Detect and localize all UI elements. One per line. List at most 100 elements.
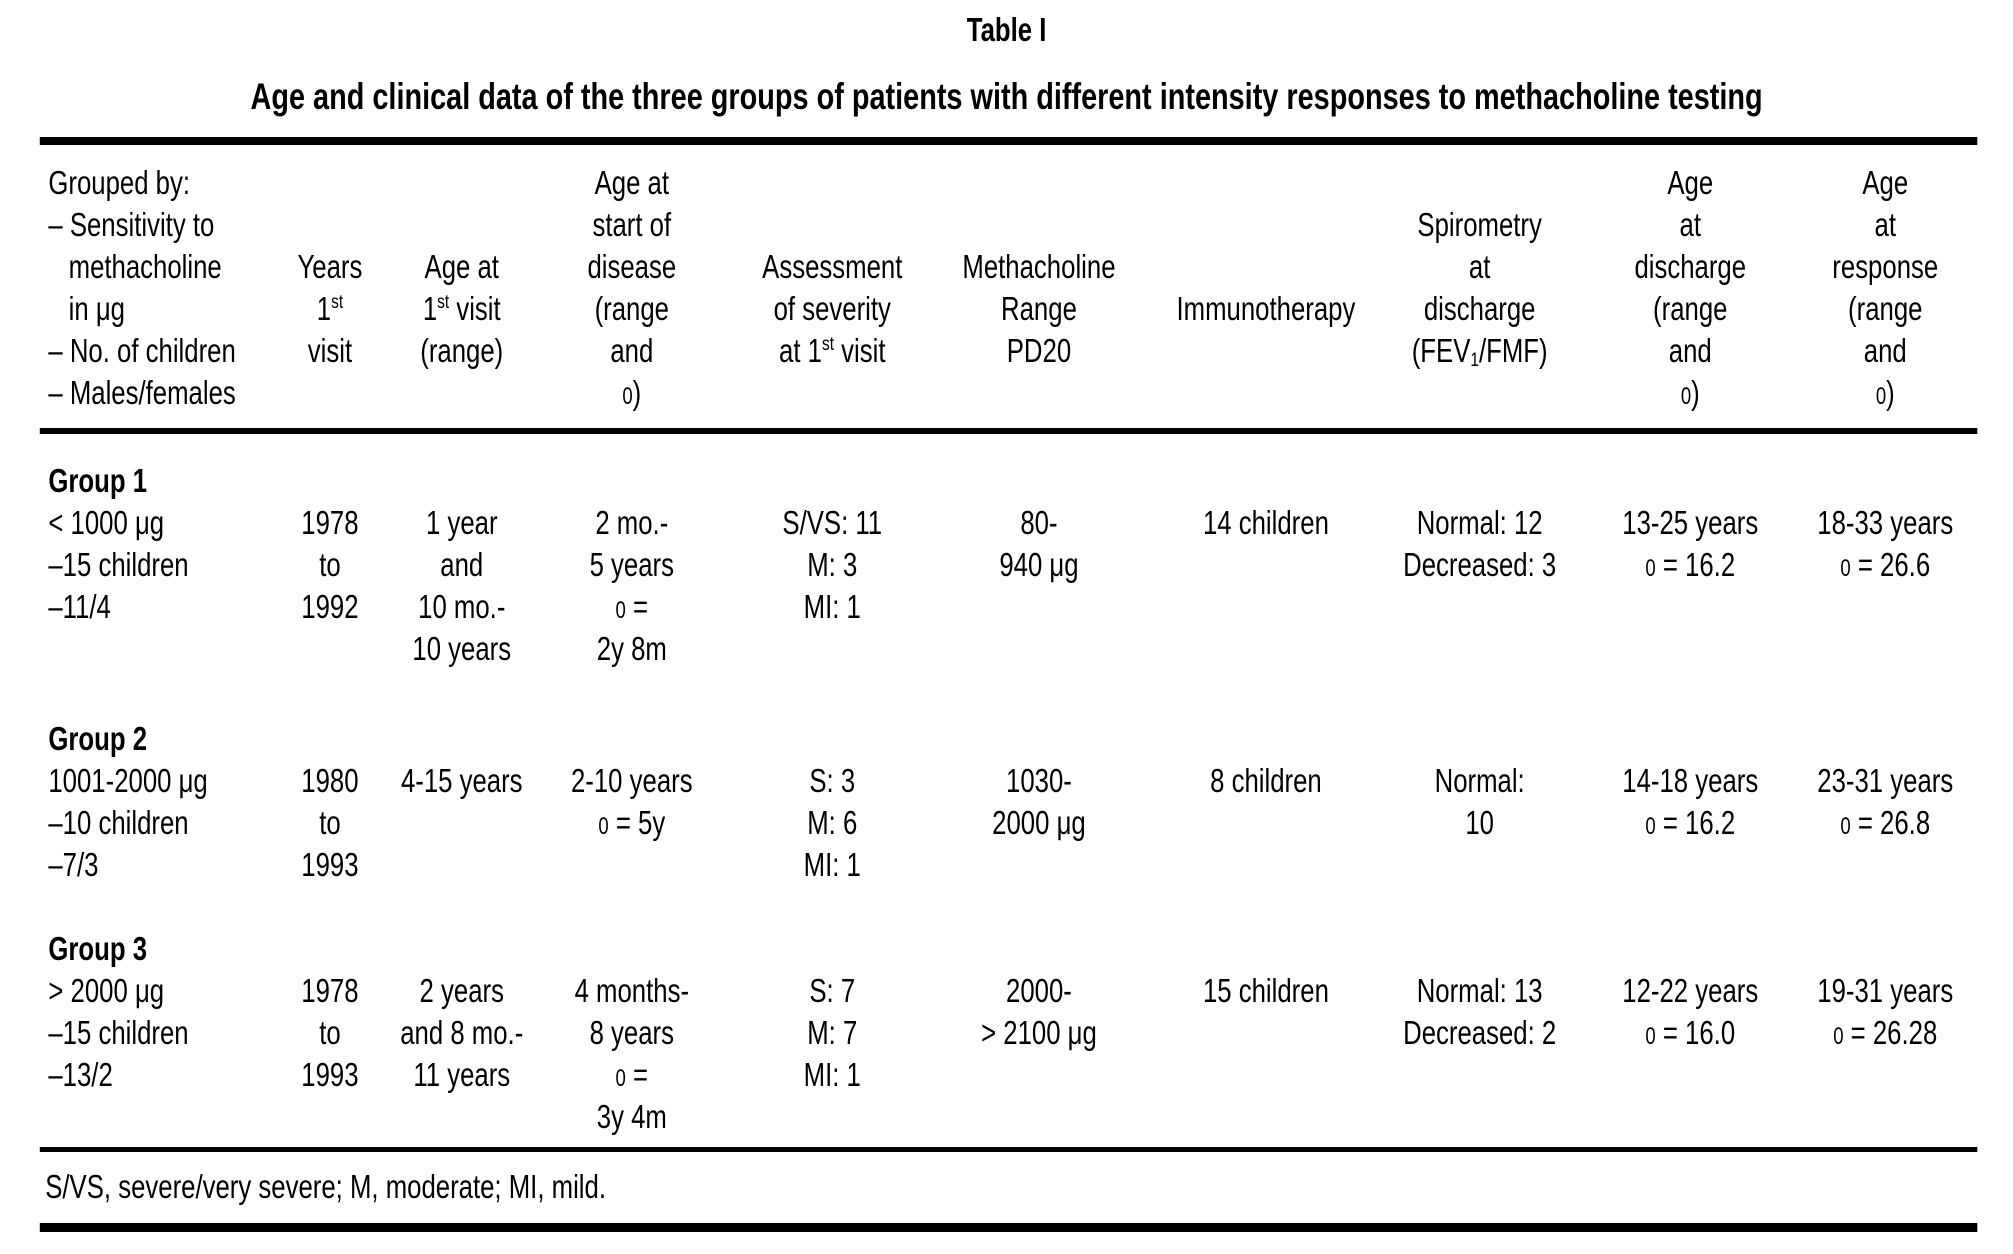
header-line: [263, 204, 397, 246]
header-line: [397, 162, 526, 204]
cell-line: 18-33 years: [1817, 504, 1954, 541]
cell-immunotherapy: 15 children: [1151, 970, 1382, 1138]
header-line: [927, 162, 1150, 204]
cell-line: –10 children: [48, 804, 189, 841]
cell-line: 0 = 16.0: [1645, 1014, 1736, 1051]
header-line: response: [1832, 248, 1939, 285]
cell-line: to: [319, 546, 341, 583]
cell-line: 1001-2000 μg: [48, 762, 208, 799]
cell-line: 0 = 26.28: [1833, 1014, 1938, 1051]
header-line: – No. of children: [48, 332, 236, 369]
header-line: start of: [592, 206, 672, 243]
cell-line: M: 3: [807, 546, 858, 583]
cell-line: –15 children: [48, 1014, 189, 1051]
header-line: [263, 372, 397, 414]
cell-line: 14 children: [1202, 504, 1329, 541]
header-line: (range): [420, 332, 504, 369]
cell-line: 19-31 years: [1817, 972, 1954, 1009]
cell-line: Decreased: 3: [1403, 546, 1557, 583]
header-line: [927, 372, 1150, 414]
cell-line: 11 years: [413, 1056, 511, 1093]
group-row-2: Group 2 1001-2000 μg –10 children –7/3 1980 t…: [40, 718, 1978, 886]
header-line: Range: [1001, 290, 1077, 327]
cell-line: 4-15 years: [400, 762, 523, 799]
cell-line: 1 year: [425, 504, 498, 541]
header-line: [397, 204, 526, 246]
cell-line: > 2000 μg: [48, 972, 165, 1009]
cell-line: 2-10 years: [570, 762, 693, 799]
group-heading: Group 2: [48, 720, 148, 757]
cell-line: 23-31 years: [1817, 762, 1954, 799]
mean-symbol: 0: [1680, 383, 1692, 410]
header-line: – Sensitivity to: [48, 206, 215, 243]
header-line: discharge: [1634, 248, 1747, 285]
cell-line: MI: 1: [803, 1056, 861, 1093]
cell-spirometry-discharge: Normal: 13 Decreased: 2: [1381, 970, 1578, 1138]
header-line: visit: [307, 332, 353, 369]
cell-spirometry-discharge: Normal: 12 Decreased: 3: [1381, 502, 1578, 670]
header-line: [263, 162, 397, 204]
cell-age-discharge: 12-22 years 0 = 16.0: [1578, 970, 1803, 1138]
cell-grouped-by: > 2000 μg –15 children –13/2: [40, 970, 263, 1138]
cell-age-start-disease: 4 months- 8 years 0 = 3y 4m: [527, 970, 738, 1138]
cell-age-discharge: 14-18 years 0 = 16.2: [1578, 760, 1803, 886]
cell-line: 1980: [301, 762, 359, 799]
header-line: Immunotherapy: [1176, 290, 1356, 327]
column-header-grouped-by: Grouped by: – Sensitivity to methacholine i…: [40, 162, 263, 414]
cell-line: –15 children: [48, 546, 189, 583]
cell-line: M: 6: [807, 804, 858, 841]
cell-line: M: 7: [807, 1014, 858, 1051]
cell-line: 940 μg: [999, 546, 1079, 583]
cell-line: 14-18 years: [1622, 762, 1759, 799]
header-line: [1381, 162, 1578, 204]
mean-symbol: 0: [1840, 555, 1851, 582]
header-line: of severity: [773, 290, 891, 327]
mean-symbol: 0: [1840, 813, 1851, 840]
cell-line: 1978: [301, 972, 359, 1009]
cell-line: 0 = 26.8: [1840, 804, 1931, 841]
header-line: and: [1863, 332, 1907, 369]
header-line: PD20: [1006, 332, 1072, 369]
cell-line: 0 = 16.2: [1645, 804, 1736, 841]
table-footnote: S/VS, severe/very severe; M, moderate; M…: [45, 1168, 606, 1205]
cell-line: Decreased: 2: [1403, 1014, 1557, 1051]
mean-symbol: 0: [1645, 1023, 1656, 1050]
column-header-methacholine-range: Methacholine Range PD20: [927, 162, 1150, 414]
cell-years-first-visit: 1978 to 1993: [263, 970, 397, 1138]
group-data-row: 1001-2000 μg –10 children –7/3 1980 to 1993 4-…: [40, 760, 1978, 886]
cell-line: 15 children: [1202, 972, 1329, 1009]
cell-immunotherapy: 14 children: [1151, 502, 1382, 670]
cell-line: 0 = 5y: [598, 804, 666, 841]
cell-line: 80-: [1020, 504, 1058, 541]
table-header-row: Grouped by: – Sensitivity to methacholine i…: [40, 162, 1978, 414]
column-header-assessment-severity: Assessment of severity at 1st visit: [737, 162, 927, 414]
column-header-years-first-visit: Years 1st visit: [263, 162, 397, 414]
header-rule: [39, 428, 1978, 434]
header-line: at: [1468, 248, 1491, 285]
cell-methacholine-range: 2000- > 2100 μg: [927, 970, 1150, 1138]
cell-assessment-severity: S/VS: 11 M: 3 MI: 1: [737, 502, 927, 670]
header-line: 0): [1875, 374, 1895, 411]
cell-age-first-visit: 2 years and 8 mo.- 11 years: [397, 970, 526, 1138]
table-title: Table I: [966, 11, 1047, 48]
header-line: [1151, 246, 1382, 288]
header-line: (range: [1653, 290, 1728, 327]
header-line: 1st: [316, 290, 344, 327]
cell-line: MI: 1: [803, 588, 861, 625]
cell-line: < 1000 μg: [48, 504, 165, 541]
group-heading: Group 3: [48, 930, 148, 967]
cell-line: and 8 mo.-: [400, 1014, 524, 1051]
cell-line: 1030-: [1006, 762, 1072, 799]
group-row-3: Group 3 > 2000 μg –15 children –13/2 1978 to 1…: [40, 928, 1978, 1138]
mean-symbol: 0: [615, 597, 626, 624]
mean-symbol: 0: [1875, 383, 1887, 410]
header-line: at 1st visit: [779, 332, 886, 369]
cell-line: S: 7: [809, 972, 856, 1009]
cell-grouped-by: 1001-2000 μg –10 children –7/3: [40, 760, 263, 886]
header-line: at: [1679, 206, 1701, 243]
cell-line: 5 years: [589, 546, 675, 583]
header-line: Assessment: [762, 248, 903, 285]
mean-symbol: 0: [622, 383, 633, 410]
column-header-immunotherapy: Immunotherapy: [1151, 162, 1382, 414]
